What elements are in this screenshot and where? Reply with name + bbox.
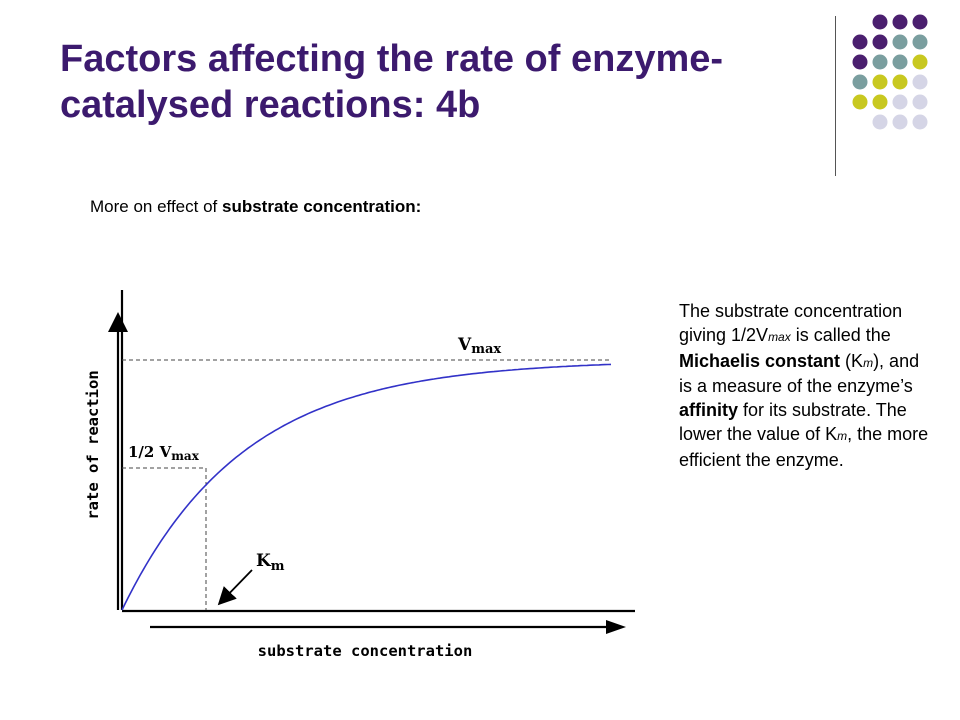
decorative-dot	[892, 94, 908, 110]
decorative-dot	[912, 74, 928, 90]
x-axis-arrow	[606, 620, 626, 634]
km-label: Km	[256, 551, 285, 574]
desc-part-1: The substrate concentration giving 1/2V	[679, 301, 903, 345]
y-axis-label: rate of reaction	[84, 370, 102, 519]
decorative-dot	[892, 54, 908, 70]
vmax-v: V	[457, 335, 472, 355]
x-axis-label: substrate concentration	[258, 642, 473, 660]
km-k: K	[256, 551, 272, 571]
michaelis-menten-curve	[121, 363, 612, 611]
decorative-dot	[872, 54, 888, 70]
decorative-dot	[852, 74, 868, 90]
decorative-dot	[852, 94, 868, 110]
desc-m-subscript-1: m	[863, 355, 874, 370]
desc-max-subscript: max	[768, 329, 791, 344]
half-vmax-label: 1/2 Vmax	[128, 443, 200, 463]
decorative-dot	[872, 74, 888, 90]
decorative-dot	[852, 34, 868, 50]
desc-part-4: ), and is a measure of the enzyme’s	[679, 350, 920, 397]
michaelis-menten-graph: rate of reaction substrate concentration…	[84, 290, 635, 660]
decorative-dot	[852, 54, 868, 70]
decorative-dot	[892, 114, 908, 130]
decorative-dot	[872, 34, 888, 50]
decorative-dot	[912, 94, 928, 110]
y-axis-arrow	[108, 312, 128, 332]
desc-part-6: , the more efficient the enzyme.	[679, 423, 929, 470]
decorative-dot	[912, 54, 928, 70]
description-text: The substrate concentration giving 1/2Vm…	[679, 300, 934, 473]
decorative-dot	[912, 14, 928, 30]
decorative-dot	[892, 14, 908, 30]
desc-affinity: affinity	[679, 400, 739, 421]
desc-m-subscript-2: m	[837, 428, 848, 443]
half-vmax-sub: max	[171, 449, 199, 463]
decorative-dot	[892, 74, 908, 90]
decorative-dot	[912, 114, 928, 130]
vmax-sub: max	[471, 342, 501, 357]
decorative-dot	[892, 34, 908, 50]
half-vmax-prefix: 1/2 V	[128, 443, 172, 461]
vmax-label: Vmax	[457, 335, 501, 357]
slide-title: Factors affecting the rate of enzyme-cat…	[60, 38, 724, 126]
km-sub: m	[271, 559, 285, 574]
title-divider	[835, 16, 836, 176]
decorative-dot	[872, 14, 888, 30]
decorative-dot-grid	[852, 14, 928, 130]
desc-part-5: for its substrate. The lower the value o…	[679, 400, 907, 444]
decorative-dot	[872, 114, 888, 130]
slide-subtitle: More on effect of substrate concentratio…	[90, 197, 421, 217]
desc-part-3: (K	[840, 350, 864, 371]
desc-part-2: is called the	[790, 324, 891, 345]
decorative-dot	[872, 94, 888, 110]
desc-michaelis-constant: Michaelis constant	[679, 350, 841, 371]
km-pointer-arrow	[217, 569, 253, 606]
subtitle-bold-text: substrate concentration:	[221, 197, 422, 216]
subtitle-text: More on effect of	[90, 197, 222, 216]
decorative-dot	[912, 34, 928, 50]
